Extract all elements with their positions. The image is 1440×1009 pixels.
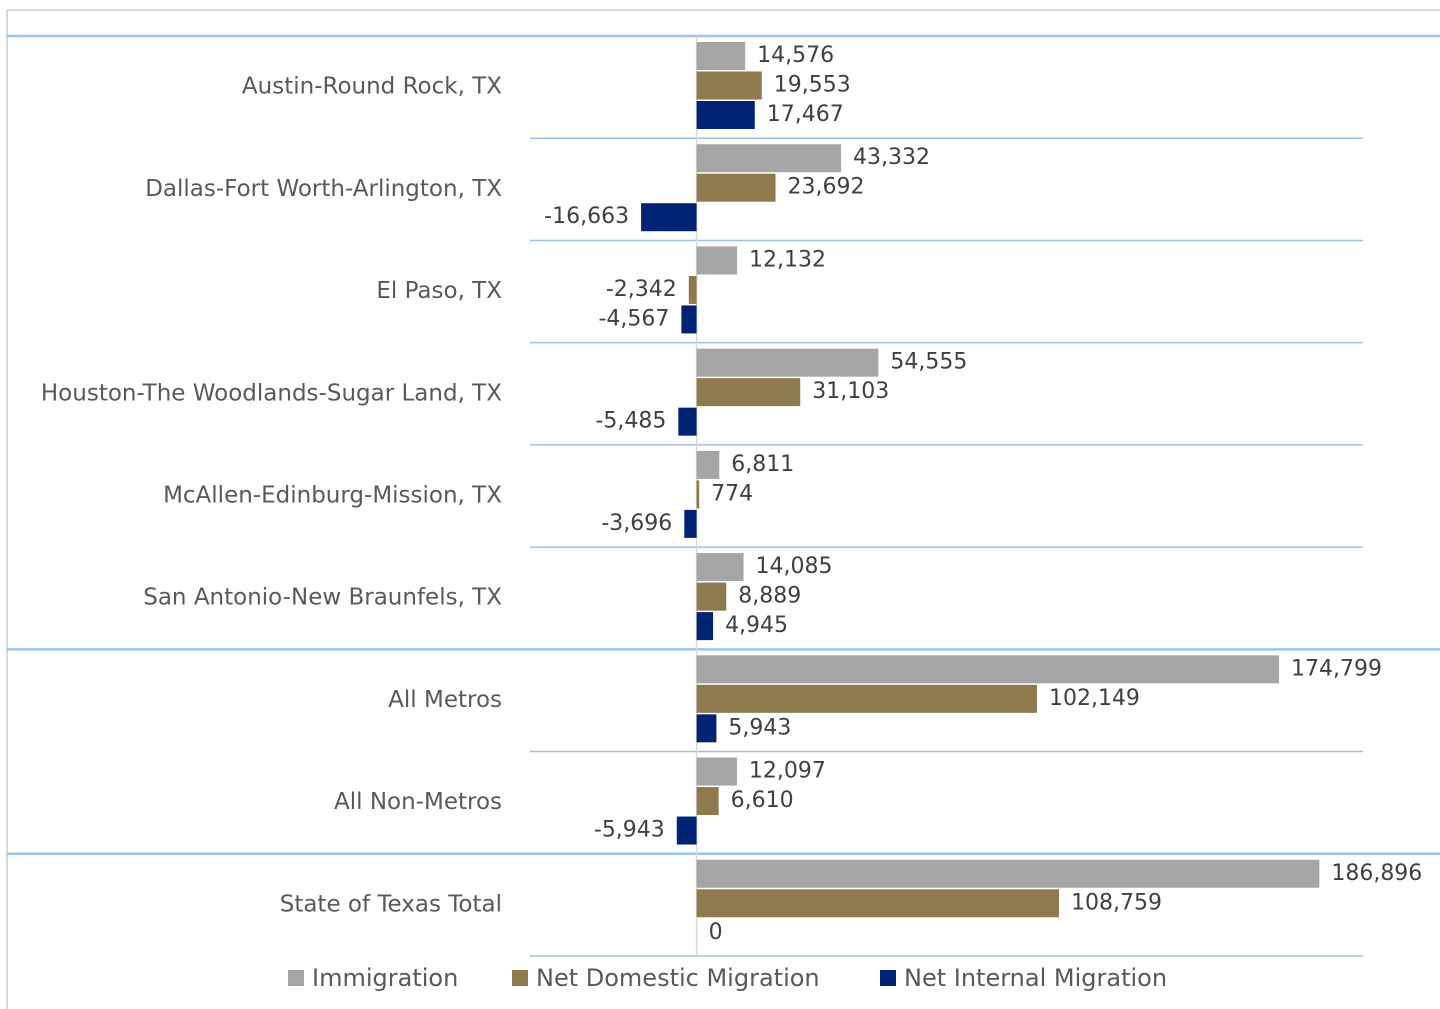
category-label: Houston-The Woodlands-Sugar Land, TX bbox=[41, 380, 502, 406]
legend-label: Net Domestic Migration bbox=[536, 964, 820, 992]
data-label: 174,799 bbox=[1291, 656, 1382, 681]
bar bbox=[696, 348, 879, 377]
legend-swatch bbox=[288, 970, 304, 986]
data-label: 12,097 bbox=[749, 759, 826, 784]
bar bbox=[696, 612, 714, 641]
data-label: -16,663 bbox=[544, 204, 629, 229]
bar bbox=[681, 305, 697, 334]
data-label: -5,943 bbox=[594, 818, 665, 843]
data-label: 14,576 bbox=[757, 43, 834, 68]
category-label: All Metros bbox=[388, 687, 502, 713]
bar bbox=[696, 450, 720, 479]
data-label: 5,943 bbox=[728, 715, 791, 740]
bar bbox=[696, 101, 755, 129]
bar bbox=[696, 480, 700, 509]
data-label: 54,555 bbox=[890, 350, 967, 375]
data-label: 0 bbox=[709, 920, 723, 945]
data-label: 19,553 bbox=[774, 73, 851, 98]
bar bbox=[696, 378, 801, 407]
bar bbox=[696, 71, 762, 100]
bar bbox=[676, 816, 697, 845]
bar bbox=[696, 787, 719, 816]
category-label: Austin-Round Rock, TX bbox=[242, 74, 502, 100]
bar bbox=[696, 757, 737, 786]
category-label: McAllen-Edinburg-Mission, TX bbox=[163, 483, 502, 509]
legend-swatch bbox=[512, 970, 528, 986]
legend-swatch bbox=[880, 970, 896, 986]
data-label: 4,945 bbox=[725, 613, 788, 638]
data-label: -5,485 bbox=[595, 409, 666, 434]
bar bbox=[688, 275, 697, 304]
bar bbox=[641, 203, 697, 232]
data-label: 14,085 bbox=[756, 554, 833, 579]
data-label: 23,692 bbox=[788, 175, 865, 200]
bar bbox=[696, 42, 746, 70]
data-label: 102,149 bbox=[1049, 686, 1140, 711]
category-label: All Non-Metros bbox=[334, 789, 502, 815]
data-label: 108,759 bbox=[1071, 890, 1162, 915]
category-label: El Paso, TX bbox=[376, 278, 502, 304]
bar bbox=[684, 509, 697, 538]
data-label: 774 bbox=[711, 481, 753, 506]
data-label: 17,467 bbox=[767, 102, 844, 127]
bar bbox=[696, 246, 738, 275]
bar bbox=[696, 859, 1320, 888]
data-label: -3,696 bbox=[601, 511, 672, 536]
data-label: 43,332 bbox=[853, 145, 930, 170]
legend-label: Net Internal Migration bbox=[904, 964, 1167, 992]
data-label: 8,889 bbox=[738, 584, 801, 609]
bar bbox=[696, 553, 744, 582]
category-label: Dallas-Fort Worth-Arlington, TX bbox=[145, 176, 502, 202]
data-label: -4,567 bbox=[598, 306, 669, 331]
data-label: 12,132 bbox=[749, 247, 826, 272]
bar bbox=[696, 714, 717, 743]
bar bbox=[678, 407, 697, 436]
bar bbox=[696, 173, 776, 202]
category-label: San Antonio-New Braunfels, TX bbox=[143, 585, 502, 611]
bar bbox=[696, 889, 1059, 918]
data-label: -2,342 bbox=[606, 277, 677, 302]
data-label: 6,610 bbox=[731, 788, 794, 813]
bar bbox=[696, 655, 1280, 684]
data-label: 6,811 bbox=[731, 452, 794, 477]
bar bbox=[696, 684, 1037, 713]
bar bbox=[696, 582, 727, 611]
bar bbox=[696, 144, 841, 173]
data-label: 186,896 bbox=[1331, 861, 1422, 886]
legend-label: Immigration bbox=[312, 964, 458, 992]
category-label: State of Texas Total bbox=[280, 891, 502, 917]
data-label: 31,103 bbox=[812, 379, 889, 404]
